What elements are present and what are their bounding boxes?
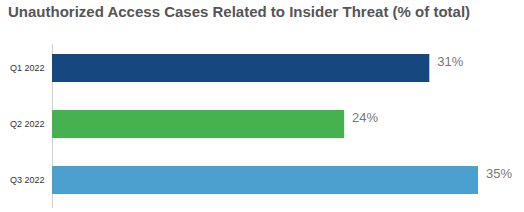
data-label: 24% (352, 110, 378, 125)
category-label: Q2 2022 (10, 119, 45, 129)
bar (52, 54, 429, 82)
title: Unauthorized Access Cases Related to Ins… (8, 3, 470, 20)
chart: Unauthorized Access Cases Related to Ins… (0, 0, 524, 212)
category-label: Q3 2022 (10, 175, 45, 185)
data-label: 35% (486, 166, 512, 181)
bar (52, 166, 478, 194)
bars (52, 54, 478, 194)
category-label: Q1 2022 (10, 63, 45, 73)
bar (52, 110, 344, 138)
data-label: 31% (437, 54, 463, 69)
labels: Q1 2022 31% Q2 2022 24% Q3 2022 35% (10, 54, 512, 185)
